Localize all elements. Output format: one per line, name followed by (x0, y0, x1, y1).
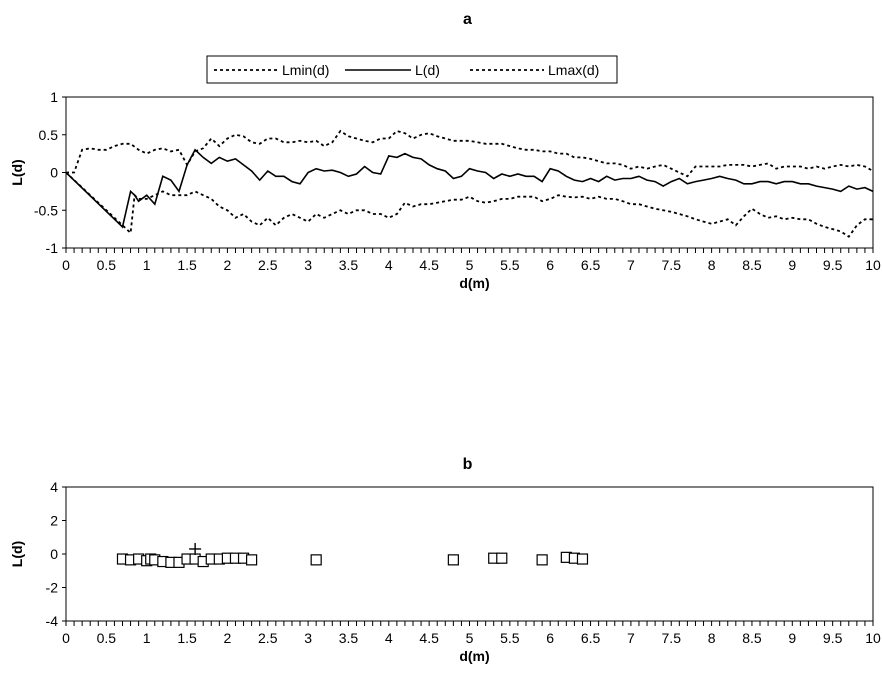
x-tick-label: 7 (627, 257, 635, 273)
legend-label: Lmin(d) (282, 62, 329, 78)
chart-a (62, 55, 874, 253)
y-tick-label: -2 (46, 580, 59, 596)
x-tick-label: 2 (224, 630, 232, 646)
series-line-lmind (65, 171, 873, 238)
x-tick-label: 6.5 (581, 257, 601, 273)
y-tick-label: -1 (46, 240, 59, 256)
legend-label: Lmax(d) (548, 62, 599, 78)
x-tick-label: 7 (627, 630, 635, 646)
x-tick-label: 1.5 (177, 630, 197, 646)
x-tick-label: 2.5 (258, 630, 278, 646)
y-tick-label: 2 (50, 513, 58, 529)
data-point-square (246, 554, 258, 566)
x-tick-label: 9.5 (823, 630, 843, 646)
x-tick-label: 10 (865, 257, 881, 273)
y-tick-label: -4 (46, 613, 59, 629)
x-tick-label: 0 (62, 257, 70, 273)
x-tick-label: 3.5 (339, 630, 359, 646)
x-tick-label: 0.5 (97, 630, 117, 646)
x-tick-label: 8 (708, 257, 716, 273)
series-line-ld (65, 148, 874, 229)
data-point-square (310, 554, 322, 566)
plot-area (65, 96, 874, 249)
data-point-square (496, 552, 508, 564)
x-tick-label: 8 (708, 630, 716, 646)
x-axis-label: d(m) (459, 275, 489, 291)
x-tick-label: 6.5 (581, 630, 601, 646)
x-tick-label: 3 (304, 257, 312, 273)
x-tick-label: 9.5 (823, 257, 843, 273)
data-point-plus (189, 542, 202, 555)
data-point-square (576, 553, 589, 565)
x-tick-label: 6 (546, 630, 554, 646)
y-tick-label: 0 (50, 546, 58, 562)
y-tick-label: 1 (50, 89, 58, 105)
x-tick-label: 8.5 (742, 630, 762, 646)
x-tick-label: 5 (466, 630, 474, 646)
legend-label: L(d) (415, 62, 440, 78)
x-tick-label: 1.5 (177, 257, 197, 273)
data-point-square (536, 554, 548, 566)
x-tick-label: 5.5 (500, 257, 520, 273)
x-tick-label: 10 (865, 630, 881, 646)
chart-title: a (463, 11, 472, 28)
x-tick-label: 0 (62, 630, 70, 646)
x-tick-label: 9 (788, 630, 796, 646)
x-tick-label: 3.5 (339, 257, 359, 273)
x-tick-label: 6 (546, 257, 554, 273)
y-axis-label: L(d) (9, 541, 25, 567)
x-tick-label: 0.5 (97, 257, 117, 273)
x-tick-label: 8.5 (742, 257, 762, 273)
x-tick-label: 4.5 (419, 630, 439, 646)
x-tick-label: 4 (385, 630, 393, 646)
x-tick-label: 4.5 (419, 257, 439, 273)
x-tick-label: 1 (143, 630, 151, 646)
y-tick-label: 0.5 (39, 127, 59, 143)
y-tick-label: 4 (50, 479, 58, 495)
y-axis-label: L(d) (9, 159, 25, 185)
x-tick-label: 4 (385, 257, 393, 273)
y-tick-label: -0.5 (34, 202, 58, 218)
x-tick-label: 1 (143, 257, 151, 273)
x-tick-label: 5 (466, 257, 474, 273)
x-tick-label: 7.5 (662, 257, 682, 273)
x-tick-label: 7.5 (662, 630, 682, 646)
x-tick-label: 2.5 (258, 257, 278, 273)
x-tick-label: 9 (788, 257, 796, 273)
data-point-square (447, 554, 459, 566)
y-tick-label: 0 (50, 165, 58, 181)
chart-b (62, 486, 874, 626)
x-axis-label: d(m) (459, 648, 489, 664)
x-tick-label: 3 (304, 630, 312, 646)
x-tick-label: 2 (224, 257, 232, 273)
chart-title: b (463, 456, 473, 473)
legend (206, 55, 618, 84)
x-tick-label: 5.5 (500, 630, 520, 646)
